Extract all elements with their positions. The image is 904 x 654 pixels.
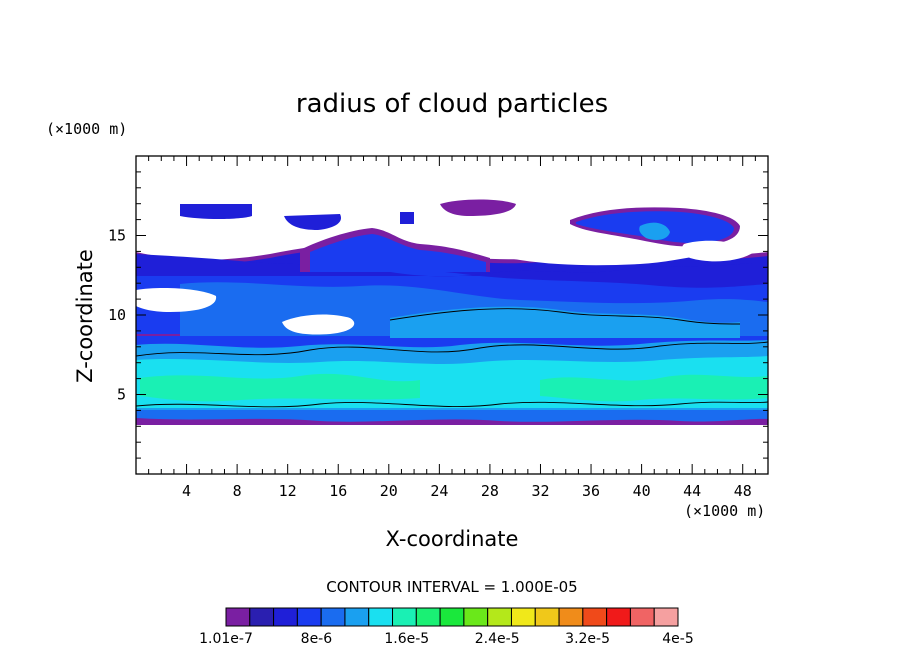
contour-line-3 [389, 308, 741, 325]
x-axis-ticks: 4 8 12 16 20 24 28 32 36 40 44 48 [148, 156, 756, 500]
contour-interval: CONTOUR INTERVAL = 1.000E-05 [326, 578, 577, 596]
x-tick-label: 28 [481, 482, 499, 500]
y-axis-label: Z-coordinate [73, 249, 97, 383]
colorbar-swatch [344, 607, 370, 627]
contour-field [136, 156, 768, 425]
colorbar-swatch [368, 607, 394, 627]
x-tick-label: 4 [182, 482, 191, 500]
clear-hole-upper-right [682, 240, 754, 262]
x-tick-label: 8 [233, 482, 242, 500]
x-tick-label: 32 [531, 482, 549, 500]
lower-cloud-core [140, 373, 420, 402]
clear-hole-left [136, 288, 217, 312]
colorbar-label: 1.01e-7 [199, 631, 253, 647]
colorbar-swatch [558, 607, 584, 627]
x-tick-label: 24 [430, 482, 448, 500]
middle-layer-sky [390, 306, 740, 338]
lower-cloud-core-right [540, 374, 768, 402]
colorbar-swatch [629, 607, 655, 627]
y-tick-label: 5 [117, 386, 126, 404]
contour-line-2 [136, 401, 768, 408]
x-tick-label: 16 [329, 482, 347, 500]
colorbar-swatch [463, 607, 489, 627]
y-axis-ticks: 5 10 15 [108, 171, 768, 459]
anvil-top-left [180, 204, 252, 219]
colorbar-swatch [392, 607, 417, 627]
x-tick-label: 12 [279, 482, 297, 500]
colorbar-swatch [273, 607, 298, 627]
x-tick-label: 44 [683, 482, 701, 500]
x-tick-label: 20 [380, 482, 398, 500]
colorbar-labels: 1.01e-7 8e-6 1.6e-5 2.4e-5 3.2e-5 4e-5 [199, 631, 694, 647]
clear-hole-center [282, 314, 355, 335]
colorbar-swatch [296, 607, 322, 627]
x-tick-label: 36 [582, 482, 600, 500]
contour-line-1 [136, 341, 768, 357]
colorbar-swatch [606, 607, 631, 627]
x-tick-label: 40 [633, 482, 651, 500]
x-axis-label: X-coordinate [386, 527, 519, 551]
colorbar-swatch [439, 607, 465, 627]
anvil-small-dot [400, 212, 414, 224]
base-band [136, 410, 768, 422]
base-edge [136, 418, 768, 423]
anvil-top-mid-right [440, 199, 516, 216]
x-tick-label: 48 [734, 482, 752, 500]
chart-title: radius of cloud particles [296, 89, 608, 119]
x-unit-note: (×1000 m) [684, 502, 765, 520]
colorbar-swatch [415, 607, 441, 627]
upper-layer-main [136, 254, 768, 277]
colorbar-swatch [487, 607, 512, 627]
colorbar [225, 607, 679, 627]
colorbar-swatch [510, 607, 536, 627]
colorbar-label: 3.2e-5 [565, 631, 610, 647]
anvil-top-mid [284, 214, 342, 230]
colorbar-swatch [534, 607, 560, 627]
y-tick-label: 15 [108, 227, 126, 245]
y-unit-note: (×1000 m) [46, 120, 127, 138]
anvil-upper-center-fill [310, 234, 486, 272]
colorbar-swatch [582, 607, 608, 627]
colorbar-label: 2.4e-5 [475, 631, 520, 647]
colorbar-swatch [653, 607, 679, 627]
colorbar-swatch [320, 607, 346, 627]
colorbar-swatch [249, 607, 275, 627]
y-tick-label: 10 [108, 306, 126, 324]
colorbar-label: 8e-6 [301, 631, 333, 647]
anvil-upper-right-core [639, 222, 670, 240]
colorbar-label: 4e-5 [662, 631, 693, 647]
colorbar-swatch [225, 607, 251, 627]
colorbar-label: 1.6e-5 [384, 631, 429, 647]
